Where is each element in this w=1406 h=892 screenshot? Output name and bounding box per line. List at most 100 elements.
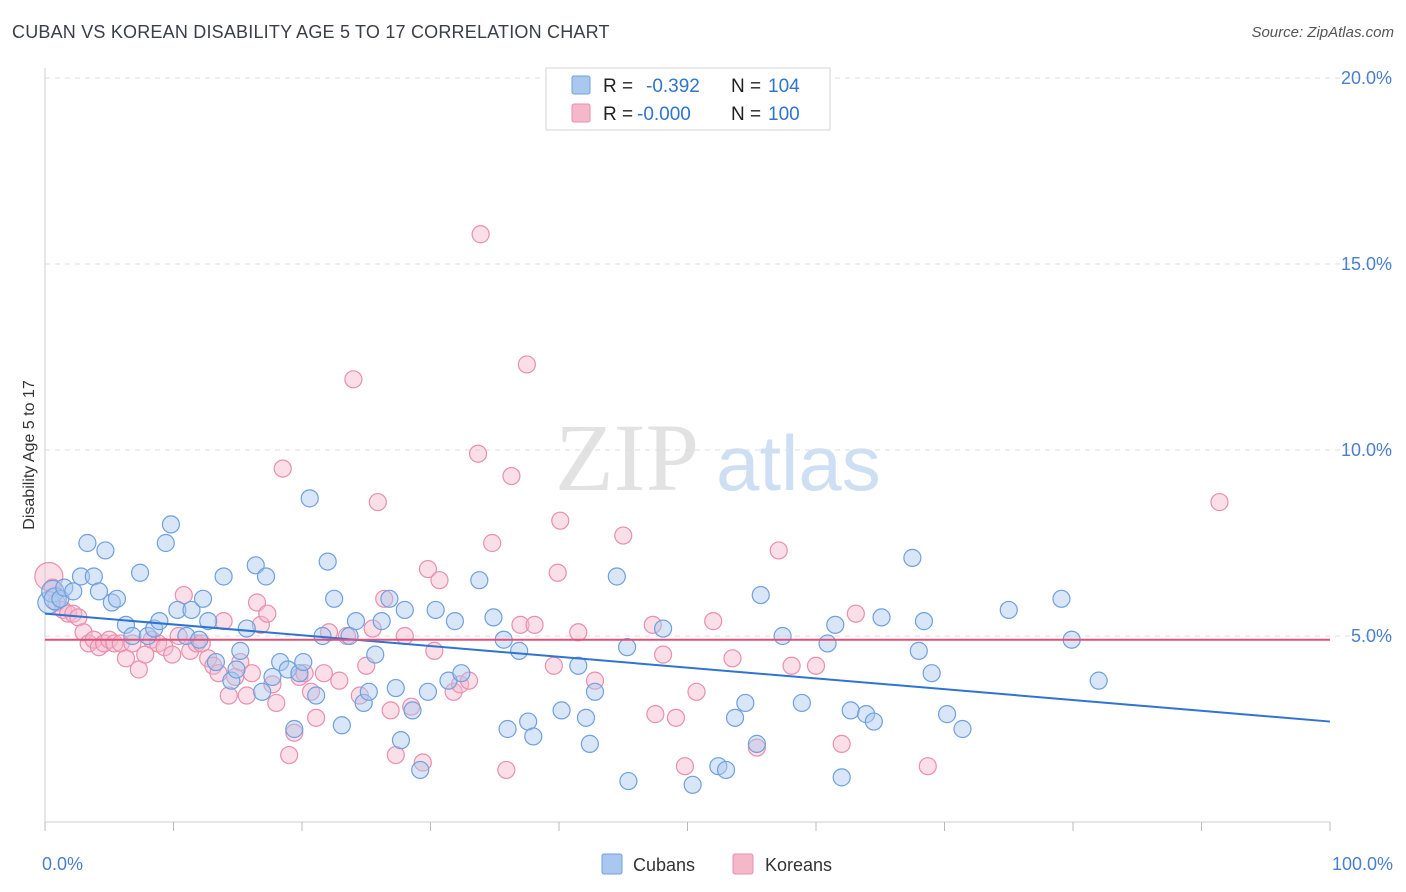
cubans-point bbox=[193, 589, 213, 608]
koreans-point bbox=[483, 533, 502, 553]
cubans-point bbox=[569, 656, 588, 675]
cubans-point bbox=[552, 701, 571, 720]
cubans-point bbox=[903, 548, 922, 567]
cubans-point bbox=[841, 701, 860, 720]
cubans-point bbox=[78, 533, 97, 553]
koreans-point bbox=[314, 664, 333, 683]
cubans-point bbox=[832, 768, 851, 787]
cubans-point bbox=[372, 612, 391, 631]
koreans-point bbox=[280, 745, 299, 765]
koreans-point bbox=[219, 686, 238, 705]
koreans-point bbox=[614, 526, 633, 545]
koreans-point bbox=[675, 757, 695, 776]
koreans-point bbox=[653, 645, 673, 664]
koreans-point bbox=[517, 355, 536, 374]
y-tick-label: 10.0% bbox=[1341, 440, 1392, 460]
trend-lines bbox=[44, 612, 1331, 723]
koreans-point bbox=[551, 511, 570, 530]
cubans-point bbox=[653, 619, 673, 638]
cubans-point bbox=[773, 626, 792, 646]
cubans-point bbox=[585, 682, 605, 701]
cubans-point bbox=[150, 612, 169, 631]
koreans-point bbox=[444, 682, 463, 701]
x-tick-label: 100.0% bbox=[1332, 854, 1393, 874]
legend-bottom-swatch-cubans bbox=[601, 853, 623, 875]
cubans-point bbox=[411, 760, 430, 780]
koreans-point bbox=[237, 686, 256, 705]
x-tick-label: 0.0% bbox=[42, 854, 83, 874]
koreans-point bbox=[155, 638, 174, 657]
cubans-point bbox=[271, 652, 290, 672]
legend-bottom-label-cubans: Cubans bbox=[633, 855, 695, 875]
cubans-point bbox=[747, 734, 766, 753]
koreans-point bbox=[548, 563, 567, 582]
cubans-point bbox=[237, 619, 256, 638]
cubans-point bbox=[263, 667, 282, 687]
cubans-point bbox=[470, 571, 489, 590]
cubans-point bbox=[391, 731, 411, 750]
y-axis-label: Disability Age 5 to 17 bbox=[21, 380, 38, 530]
cubans-point bbox=[953, 719, 972, 739]
koreans-point bbox=[413, 753, 432, 772]
koreans-point bbox=[832, 734, 851, 753]
koreans-point bbox=[723, 649, 742, 668]
cubans-point bbox=[426, 600, 445, 620]
cubans-point bbox=[498, 719, 517, 739]
koreans-point bbox=[267, 693, 286, 713]
cubans-point bbox=[510, 641, 529, 660]
cubans-point bbox=[818, 634, 837, 653]
koreans-point bbox=[163, 645, 182, 664]
source-credit: Source: ZipAtlas.com bbox=[1251, 24, 1394, 41]
cubans-point bbox=[914, 612, 934, 631]
cubans-point bbox=[231, 641, 250, 660]
cubans-points bbox=[37, 489, 1108, 794]
koreans-point bbox=[307, 708, 326, 727]
koreans-point bbox=[666, 708, 686, 727]
cubans-point bbox=[792, 693, 811, 713]
cubans-point bbox=[222, 671, 241, 690]
cubans-trend-line bbox=[44, 612, 1331, 723]
cubans-point bbox=[256, 567, 276, 586]
koreans-point bbox=[395, 626, 414, 646]
cubans-point bbox=[607, 567, 626, 586]
legend-r-label-koreans: R = bbox=[603, 104, 633, 125]
cubans-point bbox=[826, 615, 845, 634]
cubans-point bbox=[725, 708, 745, 727]
cubans-point bbox=[576, 708, 596, 727]
cubans-point bbox=[403, 701, 422, 720]
cubans-point bbox=[107, 589, 127, 608]
cubans-point bbox=[524, 727, 543, 746]
cubans-point bbox=[64, 582, 83, 601]
cubans-point bbox=[246, 556, 265, 575]
cubans-point bbox=[89, 582, 109, 601]
cubans-point bbox=[445, 612, 465, 631]
cubans-point bbox=[1089, 671, 1108, 690]
legend-bottom-swatch-koreans bbox=[732, 853, 754, 875]
cubans-point bbox=[999, 600, 1018, 620]
koreans-point bbox=[497, 760, 516, 780]
koreans-point bbox=[381, 701, 400, 720]
koreans-point bbox=[258, 604, 277, 623]
cubans-point bbox=[484, 608, 503, 627]
legend-swatch-koreans bbox=[571, 103, 591, 123]
koreans-point bbox=[646, 705, 665, 724]
watermark-zip: ZIP bbox=[555, 404, 699, 511]
cubans-point bbox=[318, 552, 337, 571]
cubans-point bbox=[206, 652, 226, 672]
cubans-point bbox=[716, 760, 736, 780]
koreans-point bbox=[242, 664, 261, 683]
koreans-point bbox=[704, 612, 723, 631]
cubans-point bbox=[922, 664, 941, 683]
cubans-point bbox=[227, 660, 246, 679]
koreans-point bbox=[251, 615, 270, 634]
cubans-point bbox=[395, 600, 414, 620]
cubans-point bbox=[130, 563, 150, 582]
koreans-point bbox=[769, 541, 788, 560]
x-tick-labels: 0.0% 100.0% bbox=[42, 854, 1393, 874]
legend-n-value-cubans: 104 bbox=[768, 76, 800, 97]
cubans-point bbox=[864, 712, 883, 731]
cubans-point bbox=[214, 567, 233, 586]
cubans-point bbox=[418, 682, 438, 701]
cubans-point bbox=[199, 612, 218, 631]
cubans-point bbox=[618, 638, 637, 657]
